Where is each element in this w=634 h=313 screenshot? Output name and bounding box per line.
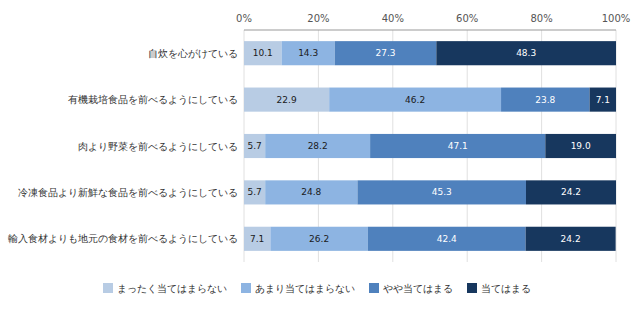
data-label: 24.2	[561, 187, 581, 197]
data-label: 42.4	[437, 234, 457, 244]
bar-segment	[501, 88, 590, 112]
tick-label: 100%	[602, 13, 631, 24]
category-label: 冷凍食品より新鮮な食品を前べるようにしている	[18, 187, 238, 198]
axis-line	[244, 30, 616, 31]
legend-label: まったく当てはまらない	[117, 283, 227, 294]
data-label: 23.8	[535, 95, 555, 105]
bar-segment	[357, 180, 526, 204]
data-label: 5.7	[247, 141, 261, 151]
legend-label: 当てはまる	[481, 283, 531, 294]
legend: まったく当てはまらない あまり当てはまらない やや当てはまる 当てはまる	[103, 283, 531, 294]
category-label: 有機栽培食品を前べるようにしている	[68, 94, 238, 105]
legend-swatch	[467, 283, 477, 293]
bar-segment	[436, 41, 616, 65]
chart: 自炊を心がけている有機栽培食品を前べるようにしている肉より野菜を前べるようにして…	[0, 0, 634, 313]
bar-segment	[244, 88, 329, 112]
data-label: 27.3	[376, 48, 396, 58]
bar-segment	[590, 88, 616, 112]
data-label: 28.2	[308, 141, 328, 151]
data-label: 14.3	[298, 48, 318, 58]
bar-segment	[265, 134, 370, 158]
legend-swatch	[103, 283, 113, 293]
data-label: 24.2	[561, 234, 581, 244]
data-label: 48.3	[516, 48, 536, 58]
category-label: 輸入食材よりも地元の食材を前べるようにしている	[8, 233, 238, 244]
bar-segment	[335, 41, 437, 65]
data-label: 5.7	[247, 187, 261, 197]
legend-label: あまり当てはまらない	[255, 283, 355, 294]
data-label: 24.8	[301, 187, 321, 197]
bar-segment	[545, 134, 616, 158]
data-label: 47.1	[448, 141, 468, 151]
data-label: 19.0	[571, 141, 591, 151]
legend-swatch	[369, 283, 379, 293]
tick-label: 0%	[236, 13, 252, 24]
data-label: 45.3	[432, 187, 452, 197]
data-label: 26.2	[309, 234, 329, 244]
data-label: 7.1	[596, 95, 610, 105]
data-label: 10.1	[253, 48, 273, 58]
bar-segment	[329, 88, 501, 112]
bar-segment	[526, 227, 616, 251]
bar-segment	[526, 180, 616, 204]
bar-segment	[282, 41, 335, 65]
bar-segment	[368, 227, 526, 251]
bar-segment	[244, 227, 270, 251]
bar-segment	[265, 180, 357, 204]
legend-label: やや当てはまる	[383, 283, 453, 294]
category-label: 自炊を心がけている	[148, 48, 238, 59]
category-label: 肉より野菜を前べるようにしている	[78, 141, 238, 152]
data-labels: 10.1 22.9 5.7 5.7 7.1 14.3 46.2 28.2 24.8 26.2 27.…	[247, 48, 610, 244]
bars	[244, 41, 616, 251]
grid	[244, 30, 616, 262]
legend-swatch	[241, 283, 251, 293]
tick-label: 80%	[530, 13, 552, 24]
data-label: 7.1	[250, 234, 264, 244]
tick-label: 40%	[382, 13, 404, 24]
bar-segment	[244, 134, 265, 158]
bar-segment	[270, 227, 367, 251]
tick-label: 60%	[456, 13, 478, 24]
bar-segment	[244, 180, 265, 204]
bar-segment	[244, 41, 282, 65]
data-label: 22.9	[277, 95, 297, 105]
tick-label: 20%	[307, 13, 329, 24]
data-label: 46.2	[405, 95, 425, 105]
bar-segment	[370, 134, 545, 158]
